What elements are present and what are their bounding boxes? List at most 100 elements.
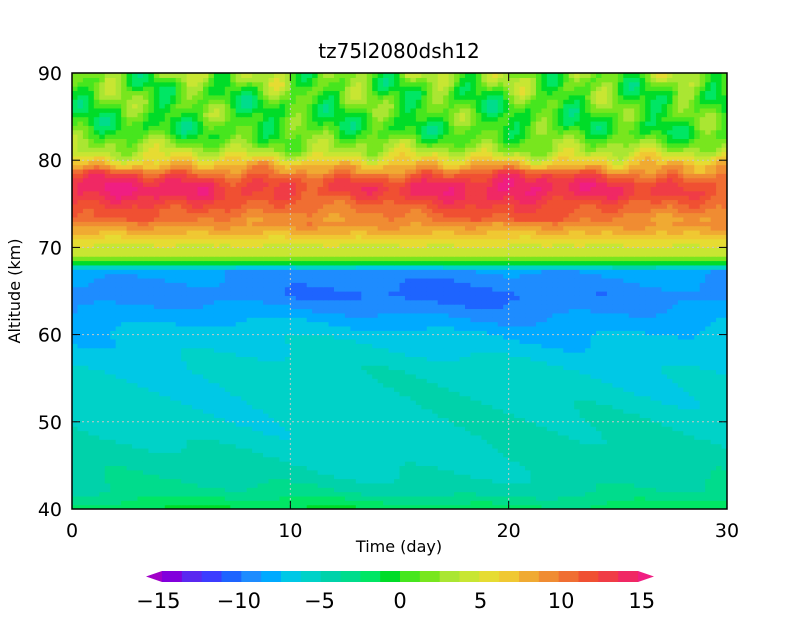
heatmap-cell [230,360,237,366]
heatmap-cell [110,330,117,336]
heatmap-cell [519,478,526,484]
heatmap-cell [383,404,390,410]
heatmap-cell [645,404,652,410]
heatmap-cell [383,365,390,371]
heatmap-cell [699,434,706,440]
heatmap-cell [273,356,281,362]
heatmap-cell [497,343,504,349]
heatmap-cell [514,378,521,384]
heatmap-cell [585,430,592,436]
heatmap-cell [486,461,493,466]
heatmap-cell [72,504,79,509]
heatmap-cell [104,465,111,471]
heatmap-cell [263,447,270,453]
heatmap-cell [246,421,253,427]
heatmap-cell [241,391,248,397]
heatmap-cell [213,391,220,397]
heatmap-cell [284,325,291,331]
heatmap-cell [710,343,717,349]
heatmap-cell [339,343,346,349]
heatmap-cell [454,378,461,384]
heatmap-cell [350,430,357,436]
heatmap-cell [235,373,242,379]
heatmap-cell [656,452,663,458]
heatmap-cell [82,391,89,397]
heatmap-cell [377,330,384,336]
heatmap-cell [153,413,160,419]
heatmap-cell [623,352,630,357]
heatmap-cell [421,365,428,371]
heatmap-cell [334,395,341,401]
heatmap-cell [175,330,182,336]
heatmap-cell [492,465,499,471]
heatmap-cell [77,421,84,427]
heatmap-cell [170,456,177,462]
heatmap-cell [606,495,613,501]
heatmap-cell [273,478,281,484]
heatmap-cell [181,465,188,471]
heatmap-cell [334,482,341,488]
heatmap-cell [72,482,79,488]
heatmap-cell [421,360,428,366]
heatmap-cell [159,334,166,340]
heatmap-cell [317,352,324,357]
heatmap-cell [93,330,100,336]
heatmap-cell [246,325,253,331]
heatmap-cell [612,356,619,362]
heatmap-cell [694,482,701,488]
heatmap-cell [590,334,597,340]
heatmap-cell [628,452,635,458]
heatmap-cell [574,417,581,423]
heatmap-cell [377,421,384,427]
heatmap-cell [290,474,297,480]
heatmap-cell [590,461,597,466]
heatmap-cell [361,491,368,497]
heatmap-cell [344,356,351,362]
heatmap-cell [257,439,264,445]
heatmap-cell [503,487,510,493]
heatmap-cell [110,408,117,414]
heatmap-cell [426,413,433,419]
heatmap-cell [508,334,515,340]
heatmap-cell [235,474,242,480]
heatmap-cell [344,504,351,509]
heatmap-cell [230,452,237,458]
heatmap-cell [443,426,450,432]
heatmap-cell [323,452,330,458]
heatmap-cell [503,365,510,371]
heatmap-cell [596,447,603,453]
heatmap-cell [126,504,133,509]
heatmap-cell [639,334,646,340]
heatmap-cell [235,461,242,466]
heatmap-cell [121,474,128,480]
heatmap-cell [77,356,84,362]
heatmap-cell [170,365,177,371]
heatmap-cell [421,334,428,340]
heatmap-cell [585,447,592,453]
heatmap-cell [568,434,575,440]
heatmap-cell [492,356,499,362]
heatmap-cell [235,487,242,493]
heatmap-cell [465,500,472,506]
heatmap-cell [541,469,548,475]
heatmap-cell [563,452,570,458]
heatmap-cell [683,443,690,449]
heatmap-cell [699,373,706,379]
heatmap-cell [252,325,259,331]
heatmap-cell [535,474,543,480]
heatmap-cell [263,400,270,405]
heatmap-cell [672,334,679,340]
heatmap-cell [699,382,706,388]
heatmap-cell [88,373,95,379]
heatmap-cell [77,439,84,445]
heatmap-cell [432,430,439,436]
heatmap-cell [634,430,641,436]
heatmap-cell [399,491,406,497]
heatmap-cell [694,430,701,436]
heatmap-cell [415,391,422,397]
heatmap-cell [306,382,313,388]
heatmap-cell [628,474,635,480]
heatmap-cell [317,482,324,488]
heatmap-cell [486,417,493,423]
heatmap-cell [710,365,717,371]
